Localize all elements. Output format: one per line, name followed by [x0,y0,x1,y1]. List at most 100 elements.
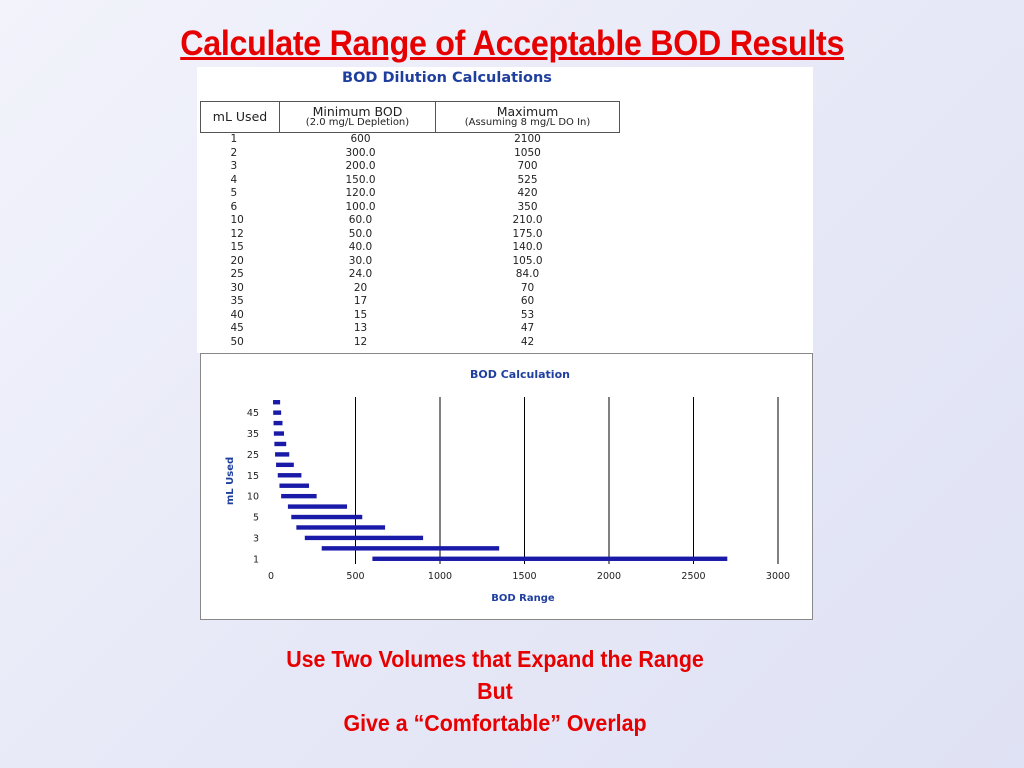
cell-maximum-bod: 2100 [514,133,541,145]
cell-ml-used: 12 [230,227,244,240]
header-minimum-bod-label: Minimum BOD [312,104,403,120]
cell-maximum-bod: 47 [520,322,535,334]
table-row: 4 150.0 525 [201,174,620,188]
table-row: 45 13 47 [201,322,620,336]
header-maximum-sub: (Assuming 8 mg/L DO In) [464,117,591,129]
cell-minimum-bod: 300.0 [345,146,376,159]
table-row: 6 100.0 350 [201,201,620,215]
cell-ml-used: 6 [230,200,238,213]
chart-title: BOD Calculation [470,368,570,381]
y-tick-label: 5 [253,513,259,524]
cell-minimum-bod: 20 [353,281,368,294]
range-bar [279,483,310,488]
cell-minimum-bod: 12 [353,335,368,348]
range-bar [287,504,348,509]
cell-minimum-bod: 150.0 [345,173,376,186]
table-title: BOD Dilution Calculations [342,70,552,86]
x-tick-label: 500 [346,571,364,582]
cell-minimum-bod: 15 [353,308,368,321]
range-bar [304,535,424,541]
caption-line-3: Give a “Comfortable” Overlap [343,710,647,736]
range-bar [273,431,285,436]
table-row: 30 20 70 [201,282,620,296]
cell-ml-used: 5 [230,187,238,199]
table-row: 10 60.0 210.0 [201,214,620,228]
table-header-row: mL Used Minimum BOD (2.0 mg/L Depletion)… [200,101,620,133]
y-tick-label: 45 [247,408,259,419]
caption-line-1: Use Two Volumes that Expand the Range [286,646,704,672]
cell-minimum-bod: 40.0 [348,241,373,253]
cell-maximum-bod: 70 [520,281,535,294]
header-minimum-bod: Minimum BOD (2.0 mg/L Depletion) [279,101,436,133]
cell-maximum-bod: 175.0 [512,227,543,240]
cell-maximum-bod: 1050 [514,146,541,159]
cell-ml-used: 35 [230,295,244,307]
cell-maximum-bod: 210.0 [512,214,543,226]
y-tick-label: 1 [253,554,259,565]
range-bar [273,420,283,426]
cell-minimum-bod: 17 [353,295,368,307]
cell-ml-used: 15 [230,241,244,253]
cell-minimum-bod: 60.0 [348,214,373,226]
cell-maximum-bod: 60 [520,295,535,307]
table-body: 1 600 2100 2 300.0 1050 3 200.0 700 4 150.0 525 5 120… [201,133,620,350]
range-bar [296,525,386,530]
caption-line-2: But [477,678,513,704]
cell-minimum-bod: 24.0 [348,268,373,280]
y-tick-label: 3 [253,533,259,544]
bod-chart: BOD Calculation BOD Range mL Used 0 500 10… [200,353,813,620]
x-tick-label: 3000 [766,571,790,582]
x-tick-label: 2500 [681,571,705,582]
cell-minimum-bod: 120.0 [345,187,376,199]
table-row: 50 12 42 [201,336,620,350]
range-bar [281,493,317,499]
cell-maximum-bod: 105.0 [512,254,543,267]
table-row: 25 24.0 84.0 [201,268,620,282]
cell-minimum-bod: 200.0 [345,160,376,172]
cell-maximum-bod: 140.0 [512,241,543,253]
header-ml-used: mL Used [200,101,280,133]
cell-minimum-bod: 600 [350,133,371,145]
cell-maximum-bod: 84.0 [515,268,540,280]
header-minimum-bod-sub: (2.0 mg/L Depletion) [305,117,410,129]
cell-ml-used: 20 [230,254,244,267]
cell-minimum-bod: 13 [353,322,368,334]
table-row: 1 600 2100 [201,133,620,147]
cell-ml-used: 30 [230,281,244,294]
cell-ml-used: 25 [230,268,244,280]
cell-ml-used: 10 [230,214,244,226]
y-tick-label: 15 [247,471,259,482]
range-bar [273,400,281,405]
x-tick-label: 0 [268,571,274,582]
slide-caption: Use Two Volumes that Expand the Range Bu… [0,643,990,739]
range-bar [275,452,290,457]
header-maximum-label: Maximum [496,104,559,120]
y-tick-label: 10 [247,492,259,503]
cell-ml-used: 45 [230,322,244,334]
cell-maximum-bod: 53 [520,308,535,321]
header-ml-used-label: mL Used [212,109,268,125]
x-tick-label: 1500 [512,571,536,582]
table-row: 12 50.0 175.0 [201,228,620,242]
range-bar [321,546,500,551]
dilution-table-panel: BOD Dilution Calculations mL Used Minimu… [197,67,813,353]
table-row: 20 30.0 105.0 [201,255,620,269]
table-row: 5 120.0 420 [201,187,620,201]
chart-x-axis-label: BOD Range [491,593,555,604]
cell-ml-used: 2 [230,146,238,159]
cell-minimum-bod: 50.0 [348,227,373,240]
range-bar [276,462,294,468]
cell-maximum-bod: 42 [520,335,535,348]
dilution-table: mL Used Minimum BOD (2.0 mg/L Depletion)… [200,101,620,349]
cell-minimum-bod: 30.0 [348,254,373,267]
cell-ml-used: 1 [230,133,238,145]
bod-chart-svg: BOD Calculation BOD Range mL Used 0 500 10… [225,368,790,604]
table-row: 15 40.0 140.0 [201,241,620,255]
table-row: 40 15 53 [201,309,620,323]
slide-title: Calculate Range of Acceptable BOD Result… [180,24,845,63]
y-tick-label: 25 [247,450,259,461]
cell-ml-used: 50 [230,335,244,348]
cell-ml-used: 3 [230,160,238,172]
range-bar [274,441,287,447]
table-row: 35 17 60 [201,295,620,309]
